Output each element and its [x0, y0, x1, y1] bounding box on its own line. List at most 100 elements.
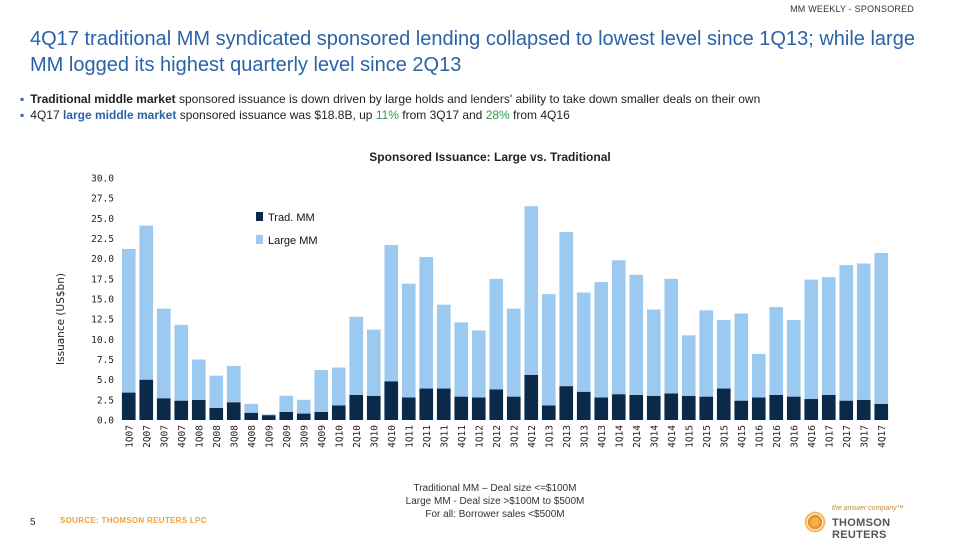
x-tick-label: 2Q11 [422, 425, 433, 448]
bullet-item: ▪ Traditional middle market sponsored iss… [20, 91, 760, 107]
thomson-reuters-logo: the answer company™ THOMSON REUTERS [800, 505, 940, 541]
bar-trad-mm [821, 394, 836, 420]
x-tick-label: 2Q14 [632, 425, 643, 448]
bar-trad-mm [856, 399, 871, 420]
bullet-text: from 3Q17 and [398, 108, 486, 122]
bar-large-mm [156, 308, 171, 399]
bullet-item: ▪ 4Q17 large middle market sponsored issu… [20, 107, 760, 123]
bar-large-mm [454, 322, 469, 397]
x-tick-label: 4Q12 [527, 425, 538, 448]
x-tick-label: 3Q10 [369, 425, 380, 448]
x-tick-label: 4Q16 [807, 425, 818, 448]
y-tick-label: 12.5 [91, 315, 114, 326]
x-tick-label: 3Q08 [229, 425, 240, 448]
bar-large-mm [226, 365, 241, 403]
bullet-text: sponsored issuance is down driven by lar… [175, 92, 761, 106]
x-tick-label: 1Q17 [824, 425, 835, 448]
y-tick-label: 15.0 [91, 295, 114, 306]
bar-trad-mm [489, 389, 504, 420]
bar-trad-mm [786, 396, 801, 420]
bar-large-mm [804, 279, 819, 400]
bar-trad-mm [524, 374, 539, 420]
x-tick-label: 3Q13 [579, 425, 590, 448]
bar-trad-mm [769, 394, 784, 420]
x-tick-label: 1Q10 [334, 425, 345, 448]
bar-trad-mm [331, 405, 346, 420]
bullet-text: sponsored issuance was $18.8B, up [176, 108, 376, 122]
bar-large-mm [716, 319, 731, 389]
bar-trad-mm [174, 400, 189, 420]
bar-large-mm [576, 292, 591, 392]
bar-trad-mm [139, 379, 154, 420]
bar-large-mm [594, 282, 609, 398]
logo-tagline: the answer company™ [832, 505, 904, 512]
x-tick-label: 1Q12 [474, 425, 485, 448]
x-tick-label: 3Q14 [649, 425, 660, 448]
x-tick-label: 1Q16 [754, 425, 765, 448]
x-tick-label: 3Q11 [439, 425, 450, 448]
bar-large-mm [419, 257, 434, 389]
bar-trad-mm [454, 396, 469, 420]
bar-large-mm [296, 399, 311, 414]
bar-trad-mm [314, 411, 329, 420]
x-tick-label: 2Q15 [702, 425, 713, 448]
bar-trad-mm [716, 388, 731, 420]
bar-large-mm [261, 414, 276, 416]
bar-trad-mm [646, 395, 661, 420]
y-tick-label: 0.0 [97, 416, 114, 427]
bar-large-mm [174, 324, 189, 401]
bar-trad-mm [121, 392, 136, 420]
bullet-bold-text: Traditional middle market [30, 92, 176, 106]
pct-change-yoy: 28% [485, 108, 510, 122]
bar-trad-mm [506, 396, 521, 420]
bar-large-mm [314, 369, 329, 412]
bar-large-mm [331, 367, 346, 406]
x-tick-label: 4Q17 [877, 425, 888, 448]
bar-trad-mm [366, 395, 381, 420]
x-tick-label: 3Q16 [789, 425, 800, 448]
bullet-bold-text: large middle market [62, 108, 177, 122]
bar-trad-mm [734, 400, 749, 420]
y-tick-label: 25.0 [91, 214, 114, 225]
bar-trad-mm [226, 402, 241, 420]
x-tick-label: 4Q10 [387, 425, 398, 448]
x-tick-label: 2Q12 [492, 425, 503, 448]
x-tick-label: 1Q08 [194, 425, 205, 448]
x-tick-label: 2Q09 [282, 425, 293, 448]
header-tag: MM WEEKLY - SPONSORED [790, 4, 914, 14]
y-tick-label: 2.5 [97, 395, 114, 406]
bar-trad-mm [384, 381, 399, 420]
x-tick-label: 4Q15 [737, 425, 748, 448]
bar-large-mm [121, 248, 136, 393]
bullet-list: ▪ Traditional middle market sponsored iss… [20, 91, 760, 123]
bar-trad-mm [244, 412, 259, 420]
x-tick-label: 2Q07 [142, 425, 153, 448]
bar-large-mm [646, 309, 661, 396]
bar-trad-mm [629, 394, 644, 420]
bar-trad-mm [664, 393, 679, 420]
x-tick-label: 3Q17 [859, 425, 870, 448]
bar-trad-mm [594, 397, 609, 420]
y-axis-label: Issuance (US$bn) [55, 273, 67, 365]
bar-large-mm [471, 330, 486, 398]
bar-large-mm [489, 278, 504, 390]
bullet-dot-icon: ▪ [20, 108, 25, 122]
bar-large-mm [734, 313, 749, 401]
bar-trad-mm [191, 399, 206, 420]
bar-large-mm [366, 329, 381, 396]
x-tick-label: 2Q16 [772, 425, 783, 448]
bar-large-mm [244, 403, 259, 413]
legend-label-large-mm: Large MM [268, 235, 318, 247]
bar-trad-mm [839, 400, 854, 420]
bar-large-mm [856, 263, 871, 400]
bar-trad-mm [279, 411, 294, 420]
bar-trad-mm [296, 413, 311, 420]
bar-large-mm [786, 319, 801, 397]
y-tick-label: 22.5 [91, 234, 114, 245]
legend-swatch-trad-mm [256, 212, 263, 221]
bar-large-mm [699, 310, 714, 397]
legend-label-trad-mm: Trad. MM [268, 212, 315, 224]
bar-trad-mm [156, 398, 171, 420]
bar-large-mm [524, 206, 539, 375]
bar-large-mm [401, 283, 416, 398]
